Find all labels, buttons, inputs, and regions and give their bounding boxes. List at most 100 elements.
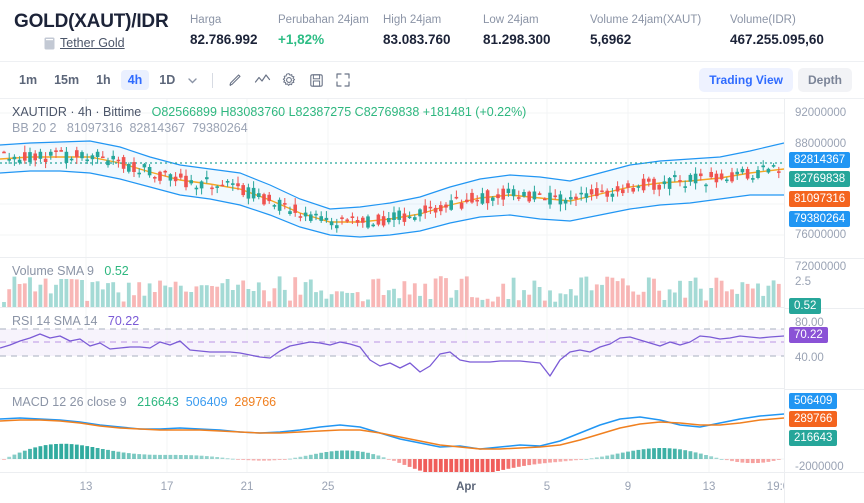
price-badge-sma: 81097316: [789, 191, 851, 207]
chart-toolbar: 1m 15m 1h 4h 1D Trading View Depth: [0, 62, 864, 99]
price-tick: 88000000: [795, 138, 847, 150]
chevron-down-icon[interactable]: [187, 75, 198, 86]
ohlc-low-label: L: [288, 105, 296, 119]
stat-label: Perubahan 24jam: [278, 14, 369, 26]
line-chart-icon[interactable]: [250, 68, 274, 92]
view-switch: Trading View Depth: [699, 68, 852, 92]
ohlc-low: 82387275: [295, 105, 352, 119]
macd-series: [0, 389, 784, 472]
time-tick: 21: [240, 481, 254, 493]
volume-legend-name: Volume SMA 9: [12, 264, 94, 278]
volume-series: [2, 258, 781, 307]
price-legend: XAUTIDR · 4h · Bittime O82566899 H830837…: [12, 105, 526, 119]
fullscreen-icon[interactable]: [331, 68, 355, 92]
stat-value: 82.786.992: [190, 32, 258, 47]
stat-high-24jam: High 24jam 83.083.760: [383, 14, 483, 47]
volume-badge: 0.52: [789, 298, 822, 314]
price-badge-bb-upper: 82814367: [789, 152, 851, 168]
macd-legend: MACD 12 26 close 9 216643 506409 289766: [12, 395, 276, 409]
macd-signal: 506409: [185, 395, 228, 409]
price-pane[interactable]: XAUTIDR · 4h · Bittime O82566899 H830837…: [0, 99, 784, 258]
ohlc-close: 82769838: [363, 105, 420, 119]
ohlc-high-label: H: [220, 105, 230, 119]
axis-separator: [785, 258, 864, 259]
stat-volume-idr: Volume(IDR) 467.255.095,60: [730, 14, 824, 47]
price-tick: 92000000: [795, 107, 847, 119]
page-title: GOLD(XAUT)/IDR: [14, 11, 169, 32]
stat-low-24jam: Low 24jam 81.298.300: [483, 14, 590, 47]
price-axis[interactable]: 92000000 88000000 82814367 82769838 8109…: [784, 99, 864, 503]
tab-trading-view[interactable]: Trading View: [699, 68, 793, 92]
tab-depth[interactable]: Depth: [798, 68, 852, 92]
price-badge-last: 82769838: [789, 171, 851, 187]
stat-value: 467.255.095,60: [730, 32, 824, 47]
time-tick: 17: [160, 481, 174, 493]
axis-separator: [785, 472, 864, 473]
timeframe-4h[interactable]: 4h: [120, 70, 150, 90]
bb-lower: 79380264: [192, 121, 248, 135]
timeframe-1d[interactable]: 1D: [159, 73, 176, 87]
rsi-pane[interactable]: RSI 14 SMA 14 70.22: [0, 308, 784, 389]
stat-label: High 24jam: [383, 14, 442, 26]
macd-hist: 289766: [234, 395, 277, 409]
macd-pane[interactable]: MACD 12 26 close 9 216643 506409 289766: [0, 389, 784, 472]
ohlc-high: 83083760: [229, 105, 286, 119]
time-tick: 9: [624, 481, 632, 493]
chart-container[interactable]: XAUTIDR · 4h · Bittime O82566899 H830837…: [0, 99, 864, 503]
stat-label: Low 24jam: [483, 14, 539, 26]
stat-label: Volume 24jam(XAUT): [590, 14, 702, 26]
macd-tick: -2000000: [795, 461, 844, 473]
volume-legend: Volume SMA 9 0.52: [12, 264, 129, 278]
price-tick: 76000000: [795, 229, 847, 241]
timeframe-1h[interactable]: 1h: [96, 73, 111, 87]
pair-subtitle: Tether Gold: [14, 36, 190, 50]
macd-value: 216643: [137, 395, 179, 409]
rsi-tick: 40.00: [795, 352, 824, 364]
market-header: GOLD(XAUT)/IDR Tether Gold Harga 82.786.…: [0, 0, 864, 62]
stat-volume-xaut: Volume 24jam(XAUT) 5,6962: [590, 14, 730, 47]
time-tick: 19:0: [766, 481, 784, 493]
bb-legend: BB 20 2 81097316 82814367 79380264: [12, 121, 248, 135]
time-tick: 13: [702, 481, 716, 493]
save-icon[interactable]: [304, 68, 328, 92]
time-tick: 5: [543, 481, 551, 493]
volume-pane[interactable]: Volume SMA 9 0.52: [0, 258, 784, 308]
time-tick: 25: [321, 481, 335, 493]
rsi-tick: 80.00: [795, 317, 824, 329]
stat-label: Volume(IDR): [730, 14, 796, 26]
axis-separator: [785, 308, 864, 309]
ohlc-close-label: C: [354, 105, 364, 119]
toolbar-divider: [212, 72, 214, 88]
macd-badge-macd: 216643: [789, 430, 838, 446]
volume-legend-value: 0.52: [104, 264, 129, 278]
pencil-draw-icon[interactable]: [223, 68, 247, 92]
bb-upper: 82814367: [129, 121, 186, 135]
ohlc-change: +181481 (+0.22%): [422, 105, 527, 119]
timeframe-1m[interactable]: 1m: [19, 73, 38, 87]
ohlc-open: 82566899: [161, 105, 217, 119]
price-tick: 72000000: [795, 261, 847, 273]
time-tick: 13: [79, 481, 93, 493]
tether-gold-link[interactable]: Tether Gold: [60, 36, 125, 50]
rsi-legend: RSI 14 SMA 14 70.22: [12, 314, 139, 328]
bb-middle: 81097316: [66, 121, 123, 135]
rsi-series: [0, 308, 784, 388]
price-series: [0, 99, 784, 257]
plot-area[interactable]: XAUTIDR · 4h · Bittime O82566899 H830837…: [0, 99, 784, 503]
time-axis[interactable]: 13 17 21 25 Apr 5 9 13 19:0: [0, 472, 784, 503]
volume-tick: 2.5: [795, 276, 811, 288]
book-icon: [44, 37, 55, 50]
gear-icon[interactable]: [277, 68, 301, 92]
stat-harga: Harga 82.786.992: [190, 14, 278, 47]
stat-value: +1,82%: [278, 32, 325, 47]
macd-legend-name: MACD 12 26 close 9: [12, 395, 127, 409]
pair-block: GOLD(XAUT)/IDR Tether Gold: [14, 11, 190, 50]
stat-label: Harga: [190, 14, 222, 26]
stat-value: 81.298.300: [483, 32, 551, 47]
price-badge-bb-lower: 79380264: [789, 211, 851, 227]
bb-legend-name: BB 20 2: [12, 121, 57, 135]
stat-perubahan-24jam: Perubahan 24jam +1,82%: [278, 14, 383, 47]
rsi-badge: 70.22: [789, 327, 828, 343]
timeframe-15m[interactable]: 15m: [54, 73, 80, 87]
